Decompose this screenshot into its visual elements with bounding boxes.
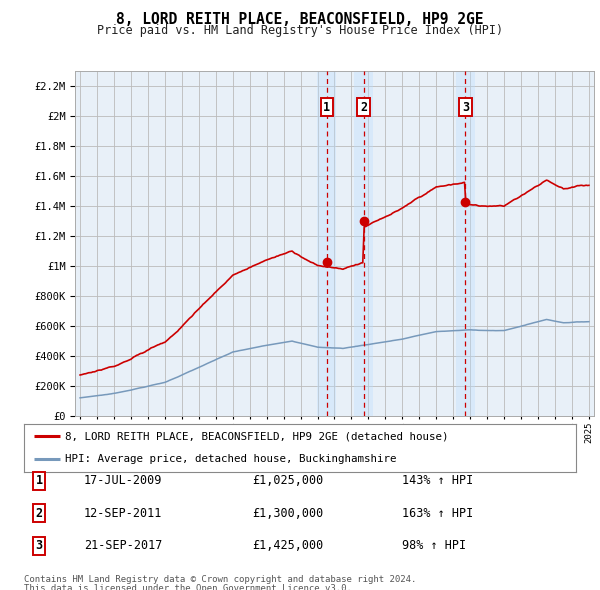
Text: 3: 3 — [35, 539, 43, 552]
Text: 1: 1 — [323, 100, 330, 113]
Text: £1,425,000: £1,425,000 — [252, 539, 323, 552]
Text: 2: 2 — [360, 100, 367, 113]
Text: 98% ↑ HPI: 98% ↑ HPI — [402, 539, 466, 552]
Text: 17-JUL-2009: 17-JUL-2009 — [84, 474, 163, 487]
Text: Price paid vs. HM Land Registry's House Price Index (HPI): Price paid vs. HM Land Registry's House … — [97, 24, 503, 37]
Text: £1,300,000: £1,300,000 — [252, 507, 323, 520]
Text: 21-SEP-2017: 21-SEP-2017 — [84, 539, 163, 552]
Text: This data is licensed under the Open Government Licence v3.0.: This data is licensed under the Open Gov… — [24, 584, 352, 590]
Bar — [354, 71, 373, 416]
Text: HPI: Average price, detached house, Buckinghamshire: HPI: Average price, detached house, Buck… — [65, 454, 397, 464]
Text: £1,025,000: £1,025,000 — [252, 474, 323, 487]
Text: 12-SEP-2011: 12-SEP-2011 — [84, 507, 163, 520]
Text: 143% ↑ HPI: 143% ↑ HPI — [402, 474, 473, 487]
Text: 2: 2 — [35, 507, 43, 520]
Text: 163% ↑ HPI: 163% ↑ HPI — [402, 507, 473, 520]
Text: 8, LORD REITH PLACE, BEACONSFIELD, HP9 2GE: 8, LORD REITH PLACE, BEACONSFIELD, HP9 2… — [116, 12, 484, 27]
Text: 8, LORD REITH PLACE, BEACONSFIELD, HP9 2GE (detached house): 8, LORD REITH PLACE, BEACONSFIELD, HP9 2… — [65, 431, 449, 441]
Text: 1: 1 — [35, 474, 43, 487]
Bar — [456, 71, 475, 416]
Text: Contains HM Land Registry data © Crown copyright and database right 2024.: Contains HM Land Registry data © Crown c… — [24, 575, 416, 584]
Text: 3: 3 — [462, 100, 469, 113]
Bar — [317, 71, 336, 416]
